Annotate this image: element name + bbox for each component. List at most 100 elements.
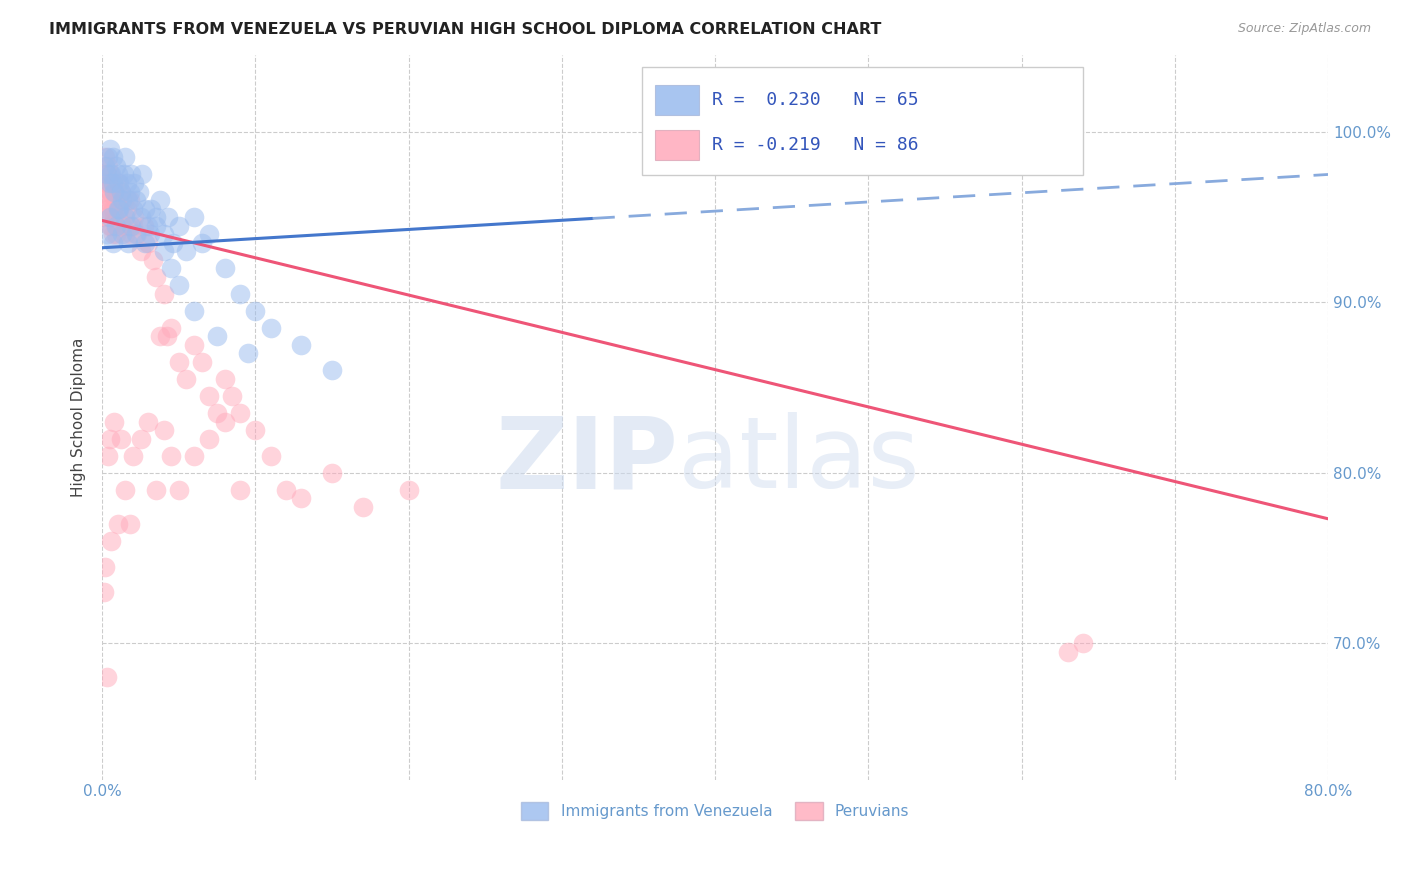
Point — [111, 219, 134, 233]
Point — [191, 235, 214, 250]
Point — [149, 329, 172, 343]
Point — [101, 202, 124, 216]
Text: R =  0.230   N = 65: R = 0.230 N = 65 — [713, 91, 920, 109]
Point — [128, 185, 150, 199]
Point — [114, 483, 136, 497]
Point — [1056, 645, 1078, 659]
Point — [112, 193, 135, 207]
Point — [205, 406, 228, 420]
Point — [96, 670, 118, 684]
Point — [229, 483, 252, 497]
Point — [152, 227, 174, 241]
Point — [100, 533, 122, 548]
Point — [274, 483, 297, 497]
Point — [93, 193, 115, 207]
Point — [107, 210, 129, 224]
Point — [1071, 636, 1094, 650]
Point — [183, 338, 205, 352]
Point — [160, 261, 183, 276]
Point — [98, 432, 121, 446]
Point — [107, 202, 129, 216]
Point — [105, 219, 128, 233]
Point — [191, 355, 214, 369]
Point — [107, 516, 129, 531]
Point — [176, 244, 198, 259]
Point — [236, 346, 259, 360]
Point — [94, 210, 117, 224]
Point — [111, 227, 134, 241]
Point — [290, 491, 312, 506]
Point — [145, 210, 167, 224]
Point — [398, 483, 420, 497]
Point — [127, 227, 149, 241]
Point — [105, 159, 128, 173]
Point — [105, 227, 128, 241]
Point — [138, 227, 160, 241]
Point — [125, 193, 148, 207]
Point — [124, 176, 146, 190]
Point — [198, 227, 221, 241]
Point — [97, 159, 120, 173]
Point — [142, 252, 165, 267]
Point — [94, 150, 117, 164]
Point — [112, 168, 135, 182]
Point — [93, 585, 115, 599]
Point — [110, 432, 132, 446]
Point — [100, 193, 122, 207]
Point — [100, 168, 122, 182]
Point — [96, 168, 118, 182]
Point — [115, 176, 138, 190]
Point — [131, 168, 153, 182]
FancyBboxPatch shape — [641, 68, 1083, 175]
Text: Source: ZipAtlas.com: Source: ZipAtlas.com — [1237, 22, 1371, 36]
Point — [108, 202, 131, 216]
Point — [108, 202, 131, 216]
Y-axis label: High School Diploma: High School Diploma — [72, 338, 86, 497]
Point — [167, 483, 190, 497]
Point — [101, 176, 124, 190]
Point — [120, 168, 142, 182]
Point — [155, 329, 177, 343]
Bar — [655, 85, 699, 115]
Point — [176, 372, 198, 386]
Point — [96, 227, 118, 241]
Point — [157, 210, 180, 224]
Point — [108, 176, 131, 190]
Point — [121, 219, 143, 233]
Point — [160, 449, 183, 463]
Point — [134, 235, 156, 250]
Point — [117, 235, 139, 250]
Point — [98, 168, 121, 182]
Point — [96, 168, 118, 182]
Point — [167, 219, 190, 233]
Point — [129, 210, 152, 224]
Point — [103, 185, 125, 199]
Point — [245, 303, 267, 318]
Text: ZIP: ZIP — [495, 412, 679, 509]
Point — [134, 202, 156, 216]
Text: R = -0.219   N = 86: R = -0.219 N = 86 — [713, 136, 920, 153]
Point — [124, 210, 146, 224]
Point — [96, 202, 118, 216]
Point — [352, 500, 374, 514]
Point — [245, 423, 267, 437]
Point — [321, 363, 343, 377]
Legend: Immigrants from Venezuela, Peruvians: Immigrants from Venezuela, Peruvians — [515, 796, 915, 826]
Point — [136, 235, 159, 250]
Point — [214, 415, 236, 429]
Point — [141, 202, 163, 216]
Point — [101, 150, 124, 164]
Point — [152, 423, 174, 437]
Point — [120, 219, 142, 233]
Point — [221, 389, 243, 403]
Point — [214, 261, 236, 276]
Point — [94, 159, 117, 173]
Point — [198, 389, 221, 403]
Point — [205, 329, 228, 343]
Point — [97, 176, 120, 190]
Point — [160, 321, 183, 335]
Point — [214, 372, 236, 386]
Point — [101, 176, 124, 190]
Point — [103, 415, 125, 429]
Point — [120, 227, 142, 241]
